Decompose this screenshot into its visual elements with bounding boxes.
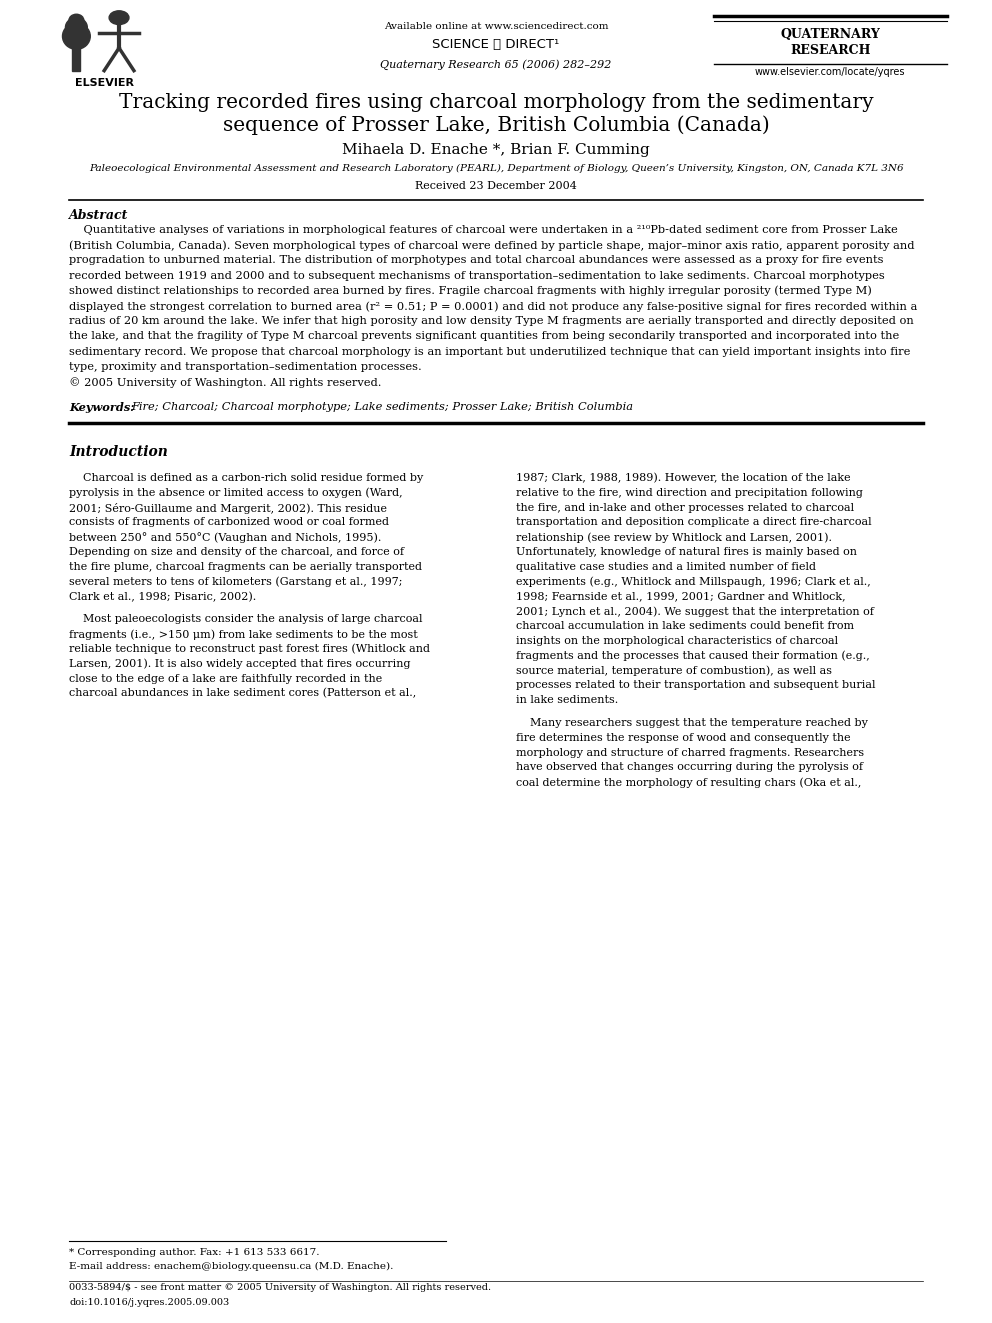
Text: Charcoal is defined as a carbon-rich solid residue formed by: Charcoal is defined as a carbon-rich sol…: [69, 474, 424, 483]
Text: 2001; Lynch et al., 2004). We suggest that the interpretation of: 2001; Lynch et al., 2004). We suggest th…: [516, 606, 874, 617]
Text: fragments (i.e., >150 μm) from lake sediments to be the most: fragments (i.e., >150 μm) from lake sedi…: [69, 630, 419, 639]
Text: Fire; Charcoal; Charcoal morphotype; Lake sediments; Prosser Lake; British Colum: Fire; Charcoal; Charcoal morphotype; Lak…: [131, 402, 633, 411]
Text: Keywords:: Keywords:: [69, 402, 135, 413]
Ellipse shape: [69, 15, 83, 26]
Text: 2001; Séro-Guillaume and Margerit, 2002). This residue: 2001; Séro-Guillaume and Margerit, 2002)…: [69, 503, 388, 513]
Text: (British Columbia, Canada). Seven morphological types of charcoal were defined b: (British Columbia, Canada). Seven morpho…: [69, 239, 915, 250]
Text: Mihaela D. Enache *, Brian F. Cumming: Mihaela D. Enache *, Brian F. Cumming: [342, 143, 650, 157]
Bar: [72, 46, 80, 70]
Circle shape: [109, 11, 129, 25]
Text: between 250° and 550°C (Vaughan and Nichols, 1995).: between 250° and 550°C (Vaughan and Nich…: [69, 532, 382, 544]
Text: pyrolysis in the absence or limited access to oxygen (Ward,: pyrolysis in the absence or limited acce…: [69, 488, 403, 499]
Text: 0033-5894/$ - see front matter © 2005 University of Washington. All rights reser: 0033-5894/$ - see front matter © 2005 Un…: [69, 1283, 492, 1293]
Text: ELSEVIER: ELSEVIER: [74, 78, 134, 87]
Text: Introduction: Introduction: [69, 445, 169, 459]
Text: the fire, and in-lake and other processes related to charcoal: the fire, and in-lake and other processe…: [516, 503, 854, 512]
Text: the fire plume, charcoal fragments can be aerially transported: the fire plume, charcoal fragments can b…: [69, 562, 423, 572]
Text: showed distinct relationships to recorded area burned by fires. Fragile charcoal: showed distinct relationships to recorde…: [69, 286, 872, 296]
Text: Abstract: Abstract: [69, 209, 129, 222]
Text: progradation to unburned material. The distribution of morphotypes and total cha: progradation to unburned material. The d…: [69, 255, 884, 266]
Text: Quaternary Research 65 (2006) 282–292: Quaternary Research 65 (2006) 282–292: [380, 60, 612, 70]
Text: have observed that changes occurring during the pyrolysis of: have observed that changes occurring dur…: [516, 762, 863, 773]
Text: Tracking recorded fires using charcoal morphology from the sedimentary: Tracking recorded fires using charcoal m…: [119, 93, 873, 111]
Text: © 2005 University of Washington. All rights reserved.: © 2005 University of Washington. All rig…: [69, 377, 382, 388]
Text: in lake sediments.: in lake sediments.: [516, 696, 618, 705]
Text: relative to the fire, wind direction and precipitation following: relative to the fire, wind direction and…: [516, 488, 863, 497]
Text: insights on the morphological characteristics of charcoal: insights on the morphological characteri…: [516, 636, 838, 646]
Text: transportation and deposition complicate a direct fire-charcoal: transportation and deposition complicate…: [516, 517, 871, 528]
Text: charcoal abundances in lake sediment cores (Patterson et al.,: charcoal abundances in lake sediment cor…: [69, 688, 417, 699]
Text: * Corresponding author. Fax: +1 613 533 6617.: * Corresponding author. Fax: +1 613 533 …: [69, 1248, 320, 1257]
Text: doi:10.1016/j.yqres.2005.09.003: doi:10.1016/j.yqres.2005.09.003: [69, 1298, 230, 1307]
Text: RESEARCH: RESEARCH: [790, 44, 871, 57]
Text: Depending on size and density of the charcoal, and force of: Depending on size and density of the cha…: [69, 548, 405, 557]
Text: Most paleoecologists consider the analysis of large charcoal: Most paleoecologists consider the analys…: [69, 614, 423, 624]
Text: sequence of Prosser Lake, British Columbia (Canada): sequence of Prosser Lake, British Columb…: [222, 115, 770, 135]
Text: radius of 20 km around the lake. We infer that high porosity and low density Typ: radius of 20 km around the lake. We infe…: [69, 316, 915, 327]
Text: SCIENCE ⓐ DIRECT¹: SCIENCE ⓐ DIRECT¹: [433, 38, 559, 52]
Text: Larsen, 2001). It is also widely accepted that fires occurring: Larsen, 2001). It is also widely accepte…: [69, 659, 411, 669]
Text: Available online at www.sciencedirect.com: Available online at www.sciencedirect.co…: [384, 22, 608, 32]
Text: the lake, and that the fragility of Type M charcoal prevents significant quantit: the lake, and that the fragility of Type…: [69, 332, 900, 341]
Text: www.elsevier.com/locate/yqres: www.elsevier.com/locate/yqres: [755, 67, 906, 78]
Text: Received 23 December 2004: Received 23 December 2004: [415, 181, 577, 192]
Text: Quantitative analyses of variations in morphological features of charcoal were u: Quantitative analyses of variations in m…: [69, 225, 898, 235]
Text: type, proximity and transportation–sedimentation processes.: type, proximity and transportation–sedim…: [69, 363, 423, 372]
Text: E-mail address: enachem@biology.queensu.ca (M.D. Enache).: E-mail address: enachem@biology.queensu.…: [69, 1262, 394, 1271]
Text: Paleoecological Environmental Assessment and Research Laboratory (PEARL), Depart: Paleoecological Environmental Assessment…: [88, 164, 904, 173]
Text: consists of fragments of carbonized wood or coal formed: consists of fragments of carbonized wood…: [69, 517, 390, 528]
Text: Unfortunately, knowledge of natural fires is mainly based on: Unfortunately, knowledge of natural fire…: [516, 548, 857, 557]
Text: experiments (e.g., Whitlock and Millspaugh, 1996; Clark et al.,: experiments (e.g., Whitlock and Millspau…: [516, 577, 871, 587]
Text: qualitative case studies and a limited number of field: qualitative case studies and a limited n…: [516, 562, 815, 572]
Text: 1987; Clark, 1988, 1989). However, the location of the lake: 1987; Clark, 1988, 1989). However, the l…: [516, 474, 850, 483]
Text: fire determines the response of wood and consequently the: fire determines the response of wood and…: [516, 733, 850, 742]
Text: coal determine the morphology of resulting chars (Oka et al.,: coal determine the morphology of resulti…: [516, 778, 861, 787]
Text: morphology and structure of charred fragments. Researchers: morphology and structure of charred frag…: [516, 747, 864, 758]
Text: sedimentary record. We propose that charcoal morphology is an important but unde: sedimentary record. We propose that char…: [69, 347, 911, 357]
Ellipse shape: [62, 24, 90, 49]
Text: Many researchers suggest that the temperature reached by: Many researchers suggest that the temper…: [516, 718, 868, 728]
Text: several meters to tens of kilometers (Garstang et al., 1997;: several meters to tens of kilometers (Ga…: [69, 577, 403, 587]
Text: charcoal accumulation in lake sediments could benefit from: charcoal accumulation in lake sediments …: [516, 622, 854, 631]
Text: source material, temperature of combustion), as well as: source material, temperature of combusti…: [516, 665, 832, 676]
Ellipse shape: [65, 17, 87, 37]
Text: reliable technique to reconstruct past forest fires (Whitlock and: reliable technique to reconstruct past f…: [69, 644, 431, 655]
Text: QUATERNARY: QUATERNARY: [781, 28, 880, 41]
Text: relationship (see review by Whitlock and Larsen, 2001).: relationship (see review by Whitlock and…: [516, 532, 832, 542]
Text: 1998; Fearnside et al., 1999, 2001; Gardner and Whitlock,: 1998; Fearnside et al., 1999, 2001; Gard…: [516, 591, 845, 602]
Text: processes related to their transportation and subsequent burial: processes related to their transportatio…: [516, 680, 875, 691]
Text: Clark et al., 1998; Pisaric, 2002).: Clark et al., 1998; Pisaric, 2002).: [69, 591, 257, 602]
Text: fragments and the processes that caused their formation (e.g.,: fragments and the processes that caused …: [516, 651, 870, 662]
Text: displayed the strongest correlation to burned area (r² = 0.51; P = 0.0001) and d: displayed the strongest correlation to b…: [69, 302, 918, 311]
Text: close to the edge of a lake are faithfully recorded in the: close to the edge of a lake are faithful…: [69, 673, 383, 684]
Text: recorded between 1919 and 2000 and to subsequent mechanisms of transportation–se: recorded between 1919 and 2000 and to su…: [69, 271, 885, 280]
